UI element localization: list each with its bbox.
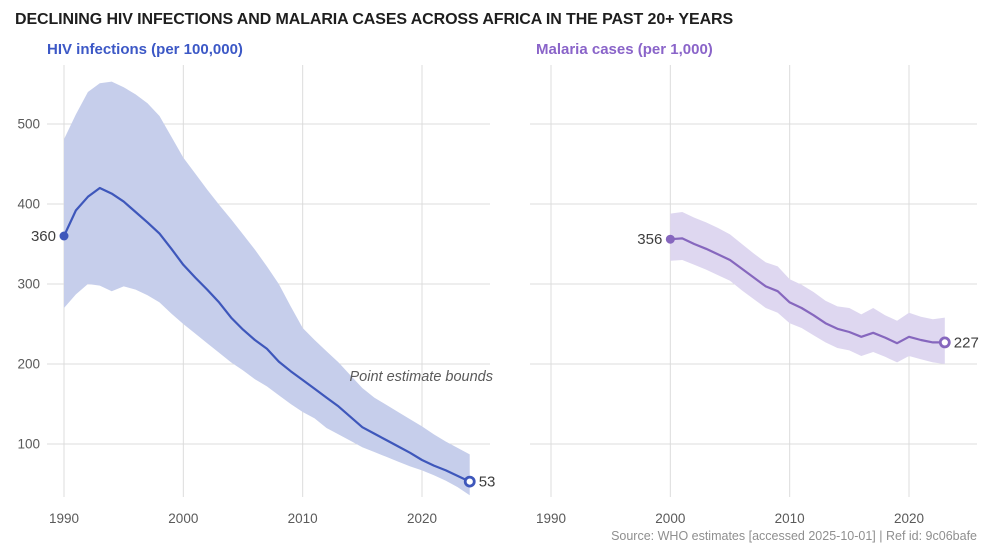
end-point	[938, 336, 951, 349]
start-point	[665, 234, 675, 244]
x-tick-label: 1990	[536, 511, 566, 526]
end-value-label: 53	[479, 474, 496, 491]
source-note: Source: WHO estimates [accessed 2025-10-…	[611, 529, 977, 543]
y-tick-label: 400	[17, 197, 40, 212]
x-tick-label: 1990	[49, 511, 79, 526]
y-tick-label: 500	[17, 117, 40, 132]
end-value-label: 227	[954, 334, 979, 351]
hiv-axis-title: HIV infections (per 100,000)	[47, 41, 243, 58]
band-annotation: Point estimate bounds	[349, 369, 493, 385]
x-tick-label: 2020	[894, 511, 924, 526]
x-tick-label: 2000	[168, 511, 198, 526]
series-line	[62, 186, 471, 483]
start-value-label: 356	[637, 231, 662, 248]
malaria-axis-title: Malaria cases (per 1,000)	[536, 41, 713, 58]
y-tick-label: 300	[17, 277, 40, 292]
x-tick-label: 2000	[655, 511, 685, 526]
x-tick-label: 2010	[288, 511, 318, 526]
series-line	[669, 237, 946, 345]
y-tick-label: 100	[17, 437, 40, 452]
x-tick-label: 2010	[775, 511, 805, 526]
x-tick-label: 2020	[407, 511, 437, 526]
end-point	[463, 475, 476, 488]
y-tick-label: 200	[17, 357, 40, 372]
confidence-band	[64, 81, 470, 496]
confidence-band	[670, 212, 945, 364]
start-value-label: 360	[31, 228, 56, 245]
start-point	[59, 231, 69, 241]
chart-title: DECLINING HIV INFECTIONS AND MALARIA CAS…	[15, 11, 734, 28]
